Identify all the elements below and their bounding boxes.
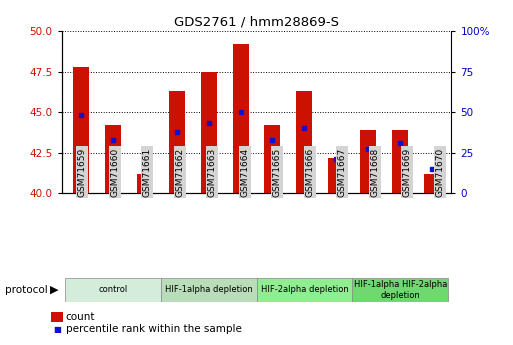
Bar <box>201 71 216 193</box>
Bar <box>352 278 448 302</box>
Text: GSM71663: GSM71663 <box>208 147 217 197</box>
Bar <box>265 125 281 193</box>
Text: ▶: ▶ <box>50 285 58 295</box>
Bar <box>297 91 312 193</box>
Text: GSM71670: GSM71670 <box>435 147 444 197</box>
Bar <box>169 91 185 193</box>
Text: control: control <box>98 285 127 294</box>
Bar <box>136 174 153 193</box>
Title: GDS2761 / hmm28869-S: GDS2761 / hmm28869-S <box>174 16 339 29</box>
Bar <box>73 67 89 193</box>
Text: GSM71669: GSM71669 <box>403 147 412 197</box>
Bar <box>161 278 256 302</box>
Text: GSM71665: GSM71665 <box>273 147 282 197</box>
Text: GSM71661: GSM71661 <box>143 147 152 197</box>
Text: HIF-1alpha depletion: HIF-1alpha depletion <box>165 285 252 294</box>
Text: GSM71660: GSM71660 <box>110 147 120 197</box>
Text: percentile rank within the sample: percentile rank within the sample <box>66 325 242 334</box>
Text: GSM71664: GSM71664 <box>240 148 249 197</box>
Text: ■: ■ <box>53 325 61 334</box>
Text: HIF-1alpha HIF-2alpha
depletion: HIF-1alpha HIF-2alpha depletion <box>353 280 447 299</box>
Bar <box>232 44 248 193</box>
Bar <box>328 158 344 193</box>
Text: GSM71662: GSM71662 <box>175 148 184 197</box>
Text: count: count <box>66 312 95 322</box>
Text: GSM71666: GSM71666 <box>305 147 314 197</box>
Bar <box>256 278 352 302</box>
Text: HIF-2alpha depletion: HIF-2alpha depletion <box>261 285 348 294</box>
Bar <box>105 125 121 193</box>
Text: GSM71667: GSM71667 <box>338 147 347 197</box>
Bar <box>65 278 161 302</box>
Bar <box>360 130 377 193</box>
Text: protocol: protocol <box>5 285 48 295</box>
Bar <box>392 130 408 193</box>
Text: GSM71659: GSM71659 <box>78 147 87 197</box>
Text: GSM71668: GSM71668 <box>370 147 379 197</box>
Bar <box>424 174 440 193</box>
